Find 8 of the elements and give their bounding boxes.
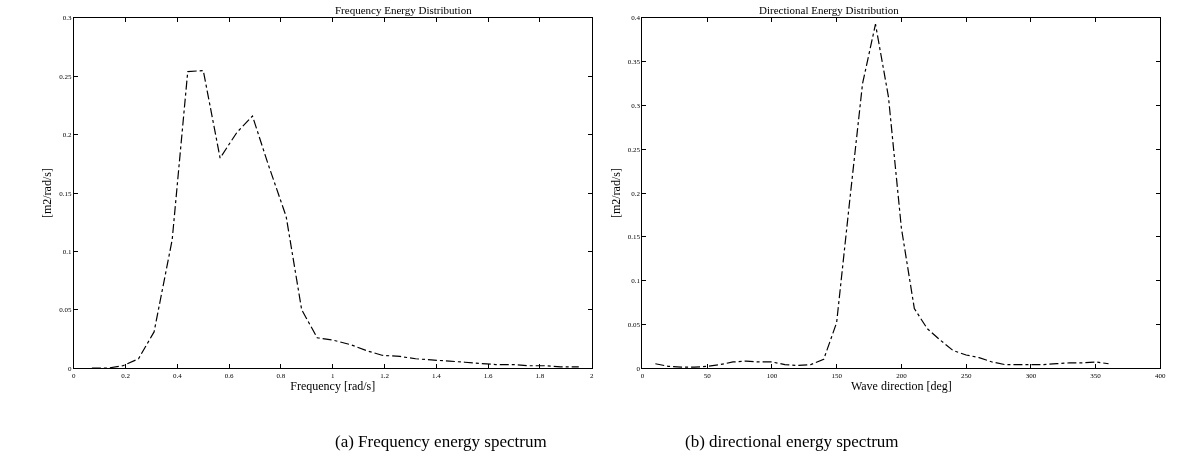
y-axis-title: [m2/rad/s] [609,168,624,219]
x-axis-title: Frequency [rad/s] [290,379,376,394]
chart-title: Frequency Energy Distribution [335,4,473,16]
y-axis-title: [m2/rad/s] [40,168,55,219]
text: (a) Frequency energy spectrum [335,432,547,451]
text: (b) directional energy spectrum [685,432,899,451]
x-axis-title: Wave direction [deg] [850,379,952,394]
chart-title: Directional Energy Distribution [759,4,900,16]
